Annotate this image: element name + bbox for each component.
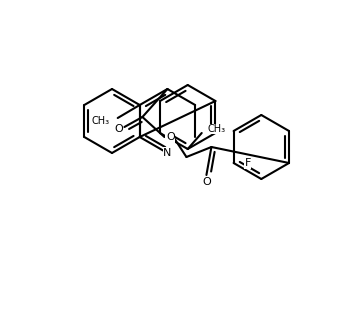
Text: O: O — [114, 124, 123, 134]
Text: CH₃: CH₃ — [208, 124, 226, 134]
Text: O: O — [166, 132, 175, 142]
Text: N: N — [163, 148, 172, 158]
Text: CH₃: CH₃ — [92, 116, 110, 126]
Text: O: O — [202, 177, 211, 187]
Text: F: F — [245, 158, 251, 168]
